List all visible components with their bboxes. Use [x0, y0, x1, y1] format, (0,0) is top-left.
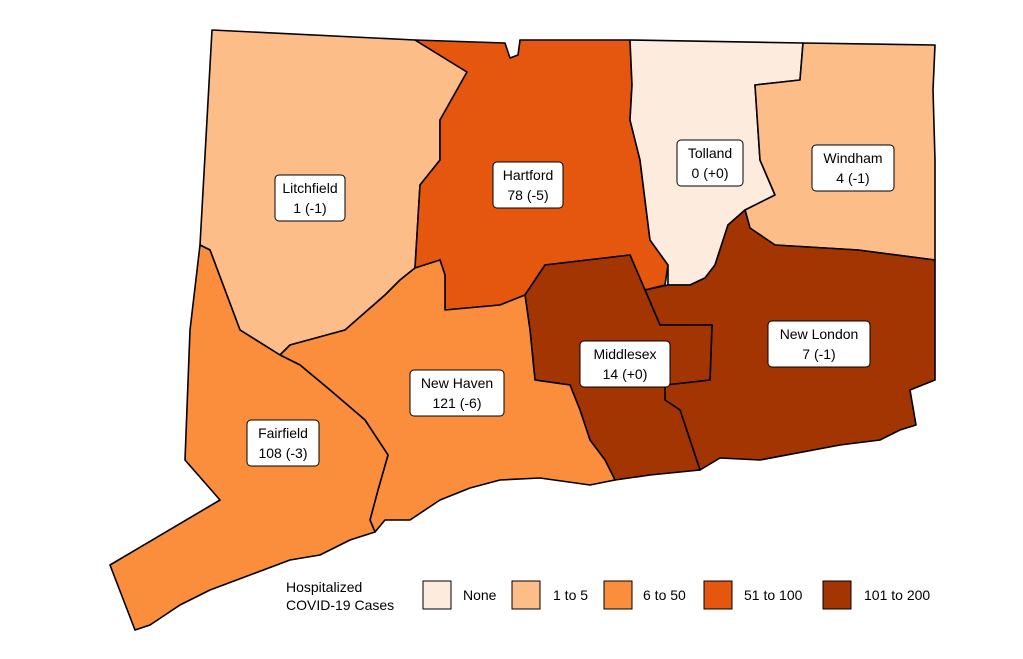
label-new-london-value: 7 (-1) — [802, 346, 835, 362]
legend-label-101-to-200: 101 to 200 — [864, 587, 930, 603]
label-new-haven-value: 121 (-6) — [432, 395, 481, 411]
legend-item-51-to-100: 51 to 100 — [703, 580, 803, 610]
label-tolland-value: 0 (+0) — [692, 165, 729, 181]
legend-label-51-to-100: 51 to 100 — [744, 587, 803, 603]
label-fairfield-name: Fairfield — [258, 425, 308, 441]
label-hartford-value: 78 (-5) — [507, 187, 548, 203]
legend-label-6-to-50: 6 to 50 — [643, 587, 686, 603]
legend-item-1-to-5: 1 to 5 — [511, 580, 588, 610]
legend-item-101-to-200: 101 to 200 — [822, 580, 930, 610]
legend-title-line2: COVID-19 Cases — [286, 597, 394, 613]
label-windham-value: 4 (-1) — [836, 170, 869, 186]
label-middlesex-value: 14 (+0) — [603, 366, 648, 382]
label-hartford-name: Hartford — [503, 167, 554, 183]
legend-item-6-to-50: 6 to 50 — [603, 580, 686, 610]
label-new-london: New London 7 (-1) — [767, 320, 871, 368]
label-middlesex-name: Middlesex — [593, 346, 656, 362]
label-middlesex: Middlesex 14 (+0) — [579, 340, 671, 388]
label-new-haven-name: New Haven — [421, 375, 493, 391]
legend-label-none: None — [463, 587, 497, 603]
label-fairfield-value: 108 (-3) — [258, 445, 307, 461]
label-tolland-name: Tolland — [688, 145, 732, 161]
label-litchfield: Litchfield 1 (-1) — [274, 174, 346, 222]
label-windham-name: Windham — [823, 150, 882, 166]
legend: Hospitalized COVID-19 Cases None 1 to 5 … — [286, 579, 930, 613]
label-new-haven: New Haven 121 (-6) — [409, 369, 505, 417]
label-litchfield-value: 1 (-1) — [293, 200, 326, 216]
label-hartford: Hartford 78 (-5) — [492, 161, 564, 209]
legend-label-1-to-5: 1 to 5 — [553, 587, 588, 603]
legend-title-line1: Hospitalized — [286, 579, 362, 595]
county-labels-layer: Litchfield 1 (-1) Hartford 78 (-5) Tolla… — [246, 139, 895, 467]
label-litchfield-name: Litchfield — [282, 180, 337, 196]
label-windham: Windham 4 (-1) — [811, 144, 895, 192]
label-tolland: Tolland 0 (+0) — [676, 139, 744, 187]
label-new-london-name: New London — [780, 326, 859, 342]
legend-item-none: None — [422, 580, 497, 610]
label-fairfield: Fairfield 108 (-3) — [246, 419, 320, 467]
